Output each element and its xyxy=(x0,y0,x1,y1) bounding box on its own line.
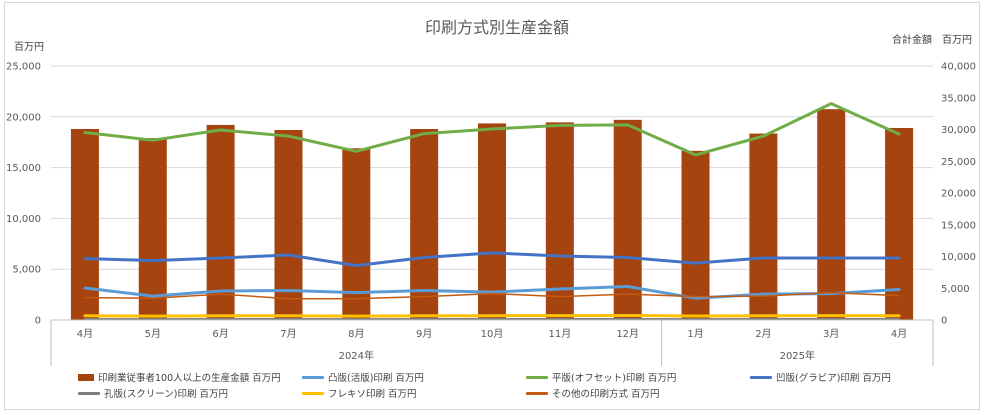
series-line xyxy=(83,285,901,300)
legend-swatch xyxy=(302,391,324,395)
bar xyxy=(410,128,439,320)
bar xyxy=(138,138,167,320)
y-right-tick-label: 0 xyxy=(941,316,947,327)
x-group-label: 2024年 xyxy=(339,349,374,362)
bar xyxy=(749,133,778,320)
y-left-tick-label: 10,000 xyxy=(6,214,41,225)
legend-label: その他の印刷方式 百万円 xyxy=(552,389,660,400)
legend-item: 凹版(グラビア)印刷 百万円 xyxy=(750,370,891,384)
series-line xyxy=(83,314,901,318)
x-tick-label: 6月 xyxy=(212,328,228,340)
legend-item: 印刷業従事者100人以上の生産金額 百万円 xyxy=(78,370,281,384)
x-tick-label: 8月 xyxy=(348,328,364,340)
x-tick-label: 9月 xyxy=(416,328,432,340)
legend-item: 孔版(スクリーン)印刷 百万円 xyxy=(78,386,228,400)
series-line xyxy=(83,251,901,268)
legend-label: 凸版(活版)印刷 百万円 xyxy=(328,373,424,384)
legend-item: 平版(オフセット)印刷 百万円 xyxy=(526,370,676,384)
x-tick-label: 2月 xyxy=(755,328,771,340)
bar xyxy=(613,119,642,321)
right-axis-unit: 合計金額 百万円 xyxy=(892,33,972,46)
bar xyxy=(206,124,235,320)
legend-swatch xyxy=(302,375,324,379)
y-right-tick-label: 20,000 xyxy=(941,189,976,200)
y-right-tick-label: 40,000 xyxy=(941,62,976,73)
x-tick-label: 12月 xyxy=(616,328,639,340)
y-right-tick-label: 15,000 xyxy=(941,220,976,231)
legend-label: 凹版(グラビア)印刷 百万円 xyxy=(776,373,891,384)
x-tick-label: 1月 xyxy=(687,328,703,340)
y-right-tick-label: 10,000 xyxy=(941,252,976,263)
y-right-tick-label: 5,000 xyxy=(941,284,970,295)
legend-swatch xyxy=(750,375,772,379)
chart-title: 印刷方式別生産金額 xyxy=(425,18,569,37)
y-right-tick-label: 25,000 xyxy=(941,157,976,168)
x-tick-label: 5月 xyxy=(145,328,161,340)
bar xyxy=(885,127,914,320)
bar xyxy=(342,148,371,320)
y-right-tick-label: 30,000 xyxy=(941,125,976,136)
bar xyxy=(274,130,303,320)
legend-item: 凸版(活版)印刷 百万円 xyxy=(302,370,424,384)
bar xyxy=(545,122,574,320)
x-tick-label: 7月 xyxy=(280,328,296,340)
x-tick-label: 10月 xyxy=(481,328,504,340)
y-left-tick-label: 0 xyxy=(35,316,41,327)
bar xyxy=(70,128,99,320)
x-tick-label: 4月 xyxy=(77,328,93,340)
y-right-tick-label: 35,000 xyxy=(941,93,976,104)
x-group-label: 2025年 xyxy=(780,349,815,362)
x-tick-label: 11月 xyxy=(548,328,571,340)
legend-item: フレキソ印刷 百万円 xyxy=(302,386,417,400)
legend-label: 平版(オフセット)印刷 百万円 xyxy=(552,373,677,384)
bar xyxy=(817,109,846,321)
legend-label: 孔版(スクリーン)印刷 百万円 xyxy=(104,389,228,400)
legend-swatch xyxy=(526,391,548,395)
series-line xyxy=(84,291,900,300)
y-left-tick-label: 15,000 xyxy=(6,163,41,174)
y-left-tick-label: 20,000 xyxy=(6,112,41,123)
y-left-tick-label: 25,000 xyxy=(6,62,41,73)
legend-label: フレキソ印刷 百万円 xyxy=(328,389,417,400)
x-tick-label: 4月 xyxy=(891,328,907,340)
legend-swatch xyxy=(78,391,100,395)
series-line xyxy=(83,102,901,157)
legend-label: 印刷業従事者100人以上の生産金額 百万円 xyxy=(98,373,281,384)
left-axis-unit: 百万円 xyxy=(14,41,44,53)
legend-item: その他の印刷方式 百万円 xyxy=(526,386,660,400)
bar xyxy=(681,150,710,320)
x-tick-label: 3月 xyxy=(823,328,839,340)
legend-swatch xyxy=(78,373,94,381)
chart-frame xyxy=(4,2,980,410)
y-left-tick-label: 5,000 xyxy=(12,265,41,276)
bar xyxy=(478,123,506,321)
legend-swatch xyxy=(526,375,548,379)
